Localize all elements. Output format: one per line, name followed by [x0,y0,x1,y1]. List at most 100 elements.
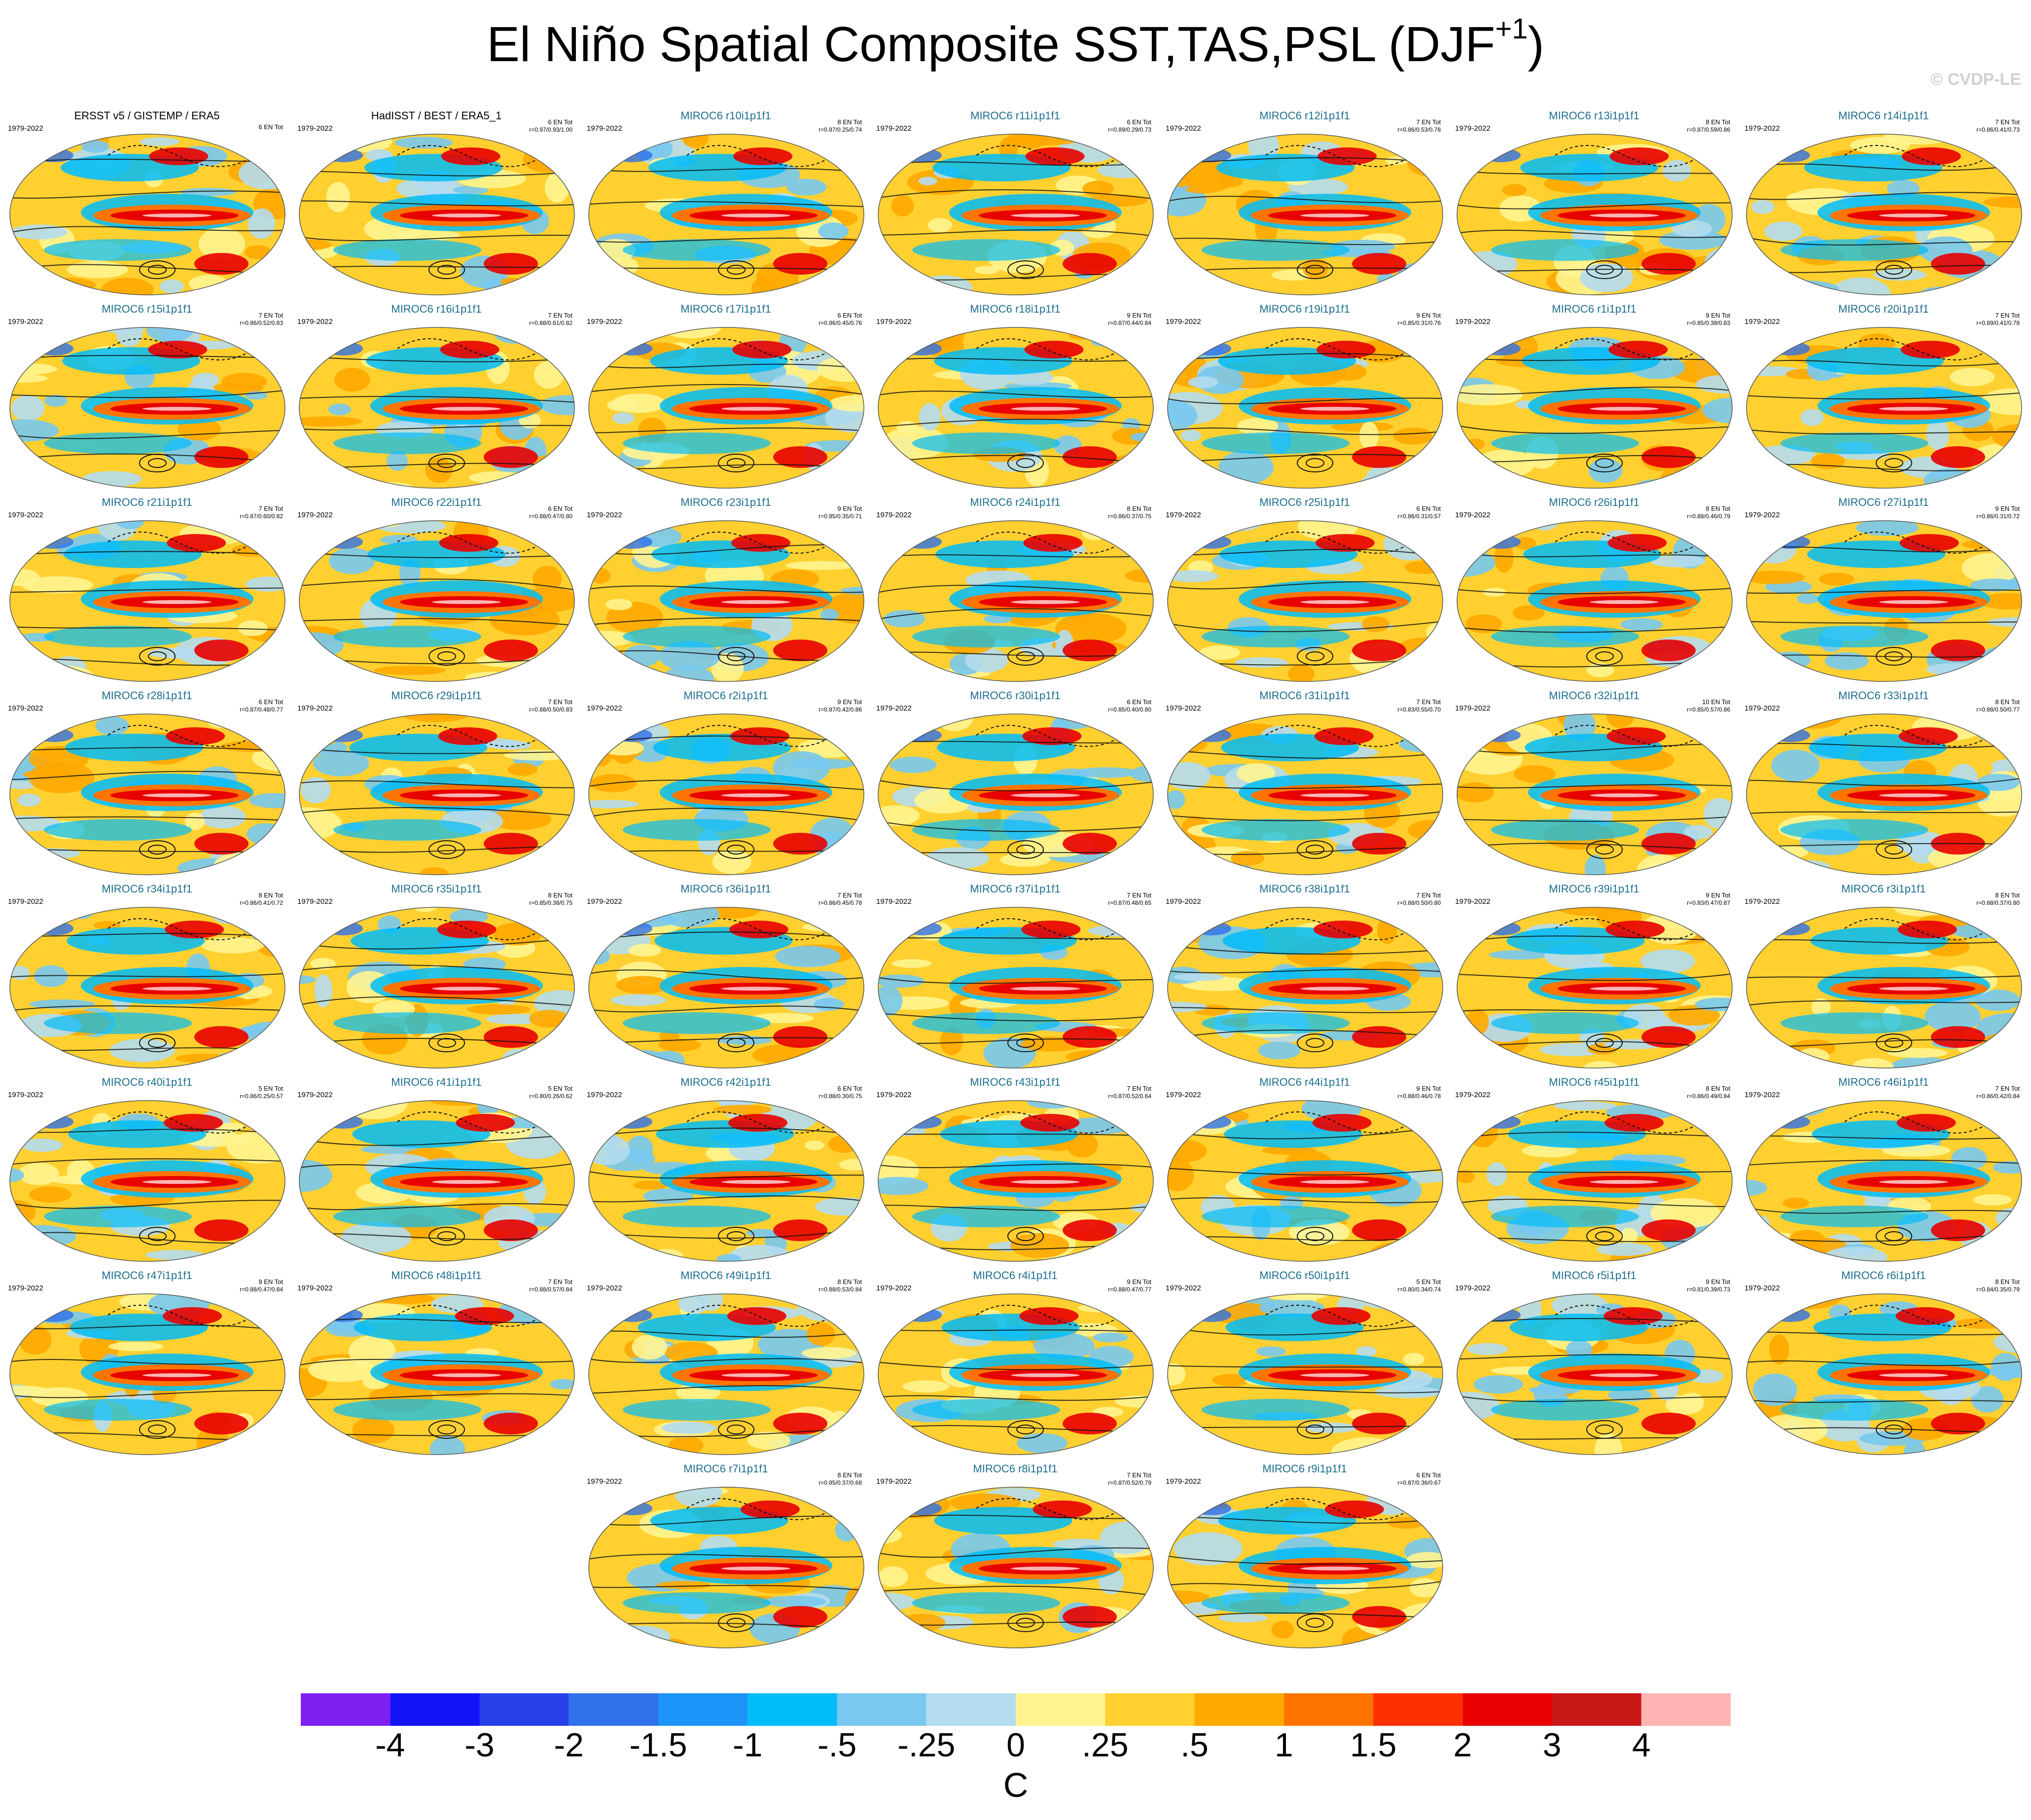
panel-title: MIROC6 r5i1p1f1 [1552,1269,1637,1282]
map-field [9,134,285,295]
colorbar-swatch [1194,1693,1284,1726]
panel-period: 1979-2022 [1745,318,1780,326]
panel-title: MIROC6 r17i1p1f1 [680,303,771,315]
panel-pattern-correlation: r=0.89/0.41/0.78 [1976,320,2020,326]
panel-pattern-correlation: r=0.86/0.52/0.83 [240,320,283,326]
panel-pattern-correlation: r=0.86/0.42/0.84 [1976,1093,2020,1100]
colorbar-swatch [301,1693,391,1726]
panel-event-count: 9 EN Tot [837,698,862,706]
panel-event-count: 6 EN Tot [258,123,283,131]
panel-period: 1979-2022 [297,318,333,326]
panel-pattern-correlation: r=0.86/0.45/0.76 [819,320,862,326]
panel-title: MIROC6 r9i1p1f1 [1262,1463,1347,1475]
panel-title: MIROC6 r42i1p1f1 [680,1076,771,1088]
panel-title: MIROC6 r49i1p1f1 [680,1269,771,1282]
panel-pattern-correlation: r=0.87/0.44/0.84 [1108,320,1151,326]
panel-period: 1979-2022 [876,1284,912,1292]
map-field [299,327,575,489]
panel-title: MIROC6 r41i1p1f1 [391,1076,482,1088]
panel-period: 1979-2022 [587,897,622,906]
panel-period: 1979-2022 [587,1091,622,1099]
panel-title: MIROC6 r4i1p1f1 [973,1269,1058,1282]
title-close: ) [1528,17,1544,72]
map-field [878,1100,1154,1262]
map-field [1167,520,1443,682]
panel-period: 1979-2022 [1745,1284,1780,1292]
map-panel: MIROC6 r17i1p1f1 1979-2022 6 EN Tot r=0.86/… [583,303,869,494]
panel-period: 1979-2022 [297,1091,333,1099]
panel-period: 1979-2022 [8,1091,43,1099]
map-panel: MIROC6 r27i1p1f1 1979-2022 9 EN Tot r=0.86/… [1741,496,2027,687]
map-field [878,907,1154,1069]
map-field [299,134,575,295]
map-field [9,1100,285,1262]
panel-title: MIROC6 r45i1p1f1 [1549,1076,1639,1088]
panel-period: 1979-2022 [1745,1091,1780,1099]
panel-period: 1979-2022 [1166,318,1201,326]
map-panel: MIROC6 r49i1p1f1 1979-2022 8 EN Tot r=0.88/… [583,1269,869,1461]
panel-period: 1979-2022 [587,1284,622,1292]
panel-pattern-correlation: r=0.88/0.47/0.77 [1108,1286,1151,1293]
colorbar-units: C [1003,1766,1029,1804]
panel-pattern-correlation: r=0.88/0.57/0.84 [529,1286,572,1293]
map-panel: MIROC6 r24i1p1f1 1979-2022 8 EN Tot r=0.86/… [872,496,1158,687]
map-panel: MIROC6 r35i1p1f1 1979-2022 8 EN Tot r=0.85/… [293,883,579,1074]
map-field [1746,1100,2022,1262]
panel-event-count: 7 EN Tot [1416,892,1441,899]
map-panel: MIROC6 r46i1p1f1 1979-2022 7 EN Tot r=0.86/… [1741,1076,2027,1267]
panel-period: 1979-2022 [1455,897,1491,906]
panel-title: MIROC6 r44i1p1f1 [1259,1076,1350,1088]
panel-event-count: 9 EN Tot [837,505,862,512]
panel-event-count: 8 EN Tot [1706,1085,1730,1092]
panel-period: 1979-2022 [1455,511,1491,519]
map-panel: MIROC6 r37i1p1f1 1979-2022 7 EN Tot r=0.87/… [872,883,1158,1074]
map-field [588,520,864,682]
panel-period: 1979-2022 [876,704,912,713]
map-panel: MIROC6 r44i1p1f1 1979-2022 9 EN Tot r=0.88/… [1162,1076,1448,1267]
map-panel: MIROC6 r47i1p1f1 1979-2022 9 EN Tot r=0.88/… [4,1269,290,1461]
panel-period: 1979-2022 [297,124,333,133]
map-panel: MIROC6 r3i1p1f1 1979-2022 8 EN Tot r=0.88/0… [1741,883,2027,1074]
colorbar-tick-label: 1.5 [1350,1726,1397,1764]
panel-period: 1979-2022 [876,1477,912,1486]
map-panel: MIROC6 r39i1p1f1 1979-2022 9 EN Tot r=0.83/… [1451,883,1737,1074]
panel-pattern-correlation: r=0.86/0.41/0.72 [240,899,283,906]
panel-period: 1979-2022 [1166,704,1201,713]
panel-event-count: 7 EN Tot [1127,1085,1151,1092]
panel-event-count: 6 EN Tot [837,1085,862,1092]
panel-event-count: 8 EN Tot [1995,698,2020,706]
panel-event-count: 6 EN Tot [258,698,283,706]
panel-period: 1979-2022 [876,124,912,133]
panel-pattern-correlation: r=0.88/0.30/0.75 [819,1093,862,1100]
map-field [1457,907,1733,1069]
colorbar-swatch [569,1693,658,1726]
map-field [1167,714,1443,875]
panel-period: 1979-2022 [1166,1284,1201,1292]
map-field [588,1100,864,1262]
map-field [878,714,1154,875]
panel-event-count: 8 EN Tot [1706,505,1730,512]
map-panel: MIROC6 r19i1p1f1 1979-2022 9 EN Tot r=0.85/… [1162,303,1448,494]
colorbar-tick-label: -3 [464,1726,495,1764]
panel-event-count: 6 EN Tot [1416,1471,1441,1479]
panel-pattern-correlation: r=0.87/0.52/0.79 [1108,1479,1151,1486]
panel-event-count: 7 EN Tot [837,892,862,899]
panel-period: 1979-2022 [1745,897,1780,906]
map-field [878,1293,1154,1455]
panel-period: 1979-2022 [297,511,333,519]
panel-pattern-correlation: r=0.86/0.53/0.78 [1397,126,1441,133]
map-panel: MIROC6 r33i1p1f1 1979-2022 8 EN Tot r=0.88/… [1741,689,2027,881]
panel-pattern-correlation: r=0.85/0.38/0.75 [529,899,572,906]
panel-title: MIROC6 r6i1p1f1 [1841,1269,1926,1282]
panel-pattern-correlation: r=0.87/0.48/0.65 [1108,899,1151,906]
map-field [1746,134,2022,295]
panel-period: 1979-2022 [8,897,43,906]
map-panel: HadISST / BEST / ERA5_1 1979-2022 6 EN Tot… [293,109,579,301]
panel-title: MIROC6 r36i1p1f1 [680,883,771,895]
panel-pattern-correlation: r=0.83/0.55/0.70 [1397,706,1441,713]
panel-period: 1979-2022 [587,704,622,713]
panel-period: 1979-2022 [1455,318,1491,326]
panel-title: MIROC6 r33i1p1f1 [1838,689,1929,702]
colorbar-swatch [1462,1693,1552,1726]
colorbar-swatch [926,1693,1016,1726]
